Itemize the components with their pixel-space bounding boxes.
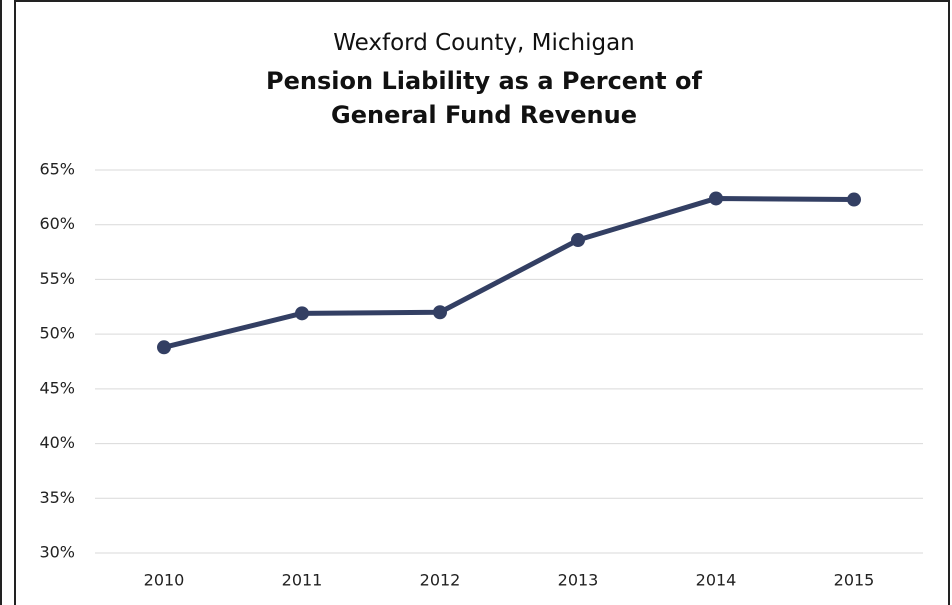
series-line [163,195,855,350]
y-tick-label: 45% [39,378,75,397]
y-tick-label: 40% [39,433,75,452]
chart-title: Pension Liability as a Percent of Genera… [266,67,702,129]
y-tick-label: 30% [39,543,75,562]
x-tick-label: 2012 [420,571,461,590]
data-point [157,340,171,355]
data-point [847,192,861,207]
y-tick-label: 65% [39,160,75,179]
data-point [295,306,309,321]
x-tick-label: 2014 [696,571,737,590]
y-tick-label: 60% [39,214,75,233]
x-tick-label: 2011 [282,571,323,590]
x-tick-label: 2013 [558,571,599,590]
x-tick-label: 2010 [144,571,185,590]
data-point [571,233,585,248]
y-tick-label: 50% [39,324,75,343]
y-tick-label: 55% [39,269,75,288]
data-point [709,191,723,206]
data-point [433,305,447,320]
y-tick-label: 35% [39,488,75,507]
chart-frame [14,0,950,605]
x-tick-label: 2015 [834,571,875,590]
chart-subtitle: Wexford County, Michigan [333,30,635,56]
